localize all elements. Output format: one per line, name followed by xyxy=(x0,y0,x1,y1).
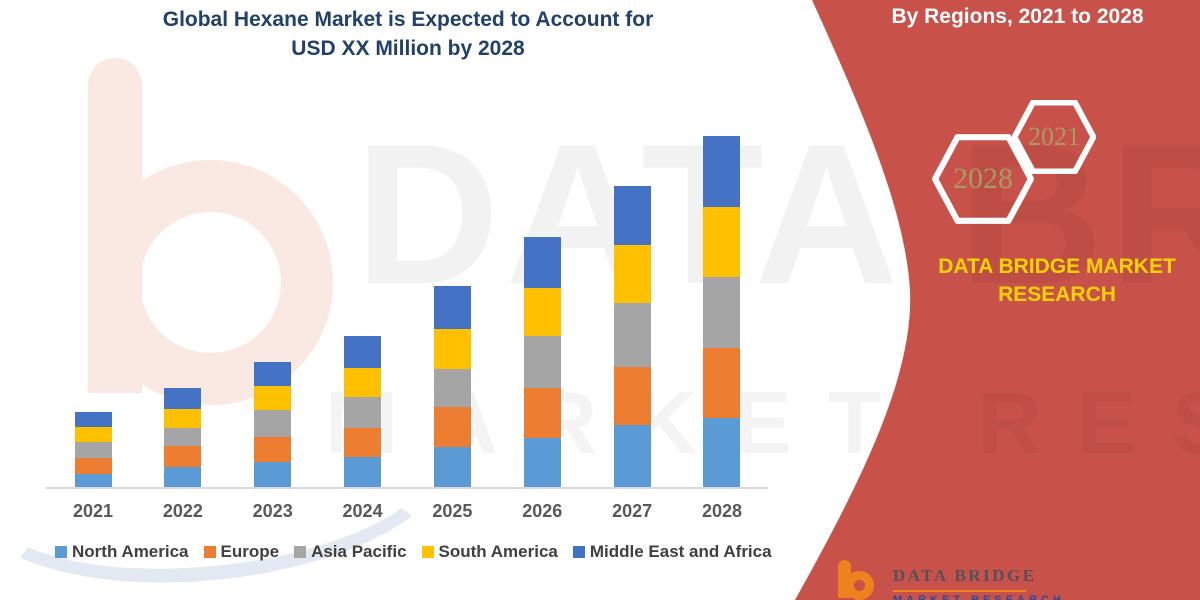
hexagon-badge-2028: 2028 xyxy=(932,134,1034,224)
legend-item-north-america: North America xyxy=(55,542,189,562)
legend-swatch-icon xyxy=(294,546,307,558)
legend-swatch-icon xyxy=(572,546,585,558)
footer-logo-subtitle: MARKET RESEARCH xyxy=(893,594,1065,600)
hexagon-outline-icon xyxy=(932,134,1034,224)
x-axis-line xyxy=(46,487,768,489)
brand-name-line2: RESEARCH xyxy=(998,283,1116,306)
ribbon-heading: By Regions, 2021 to 2028 xyxy=(891,5,1144,28)
brand-name-line1: DATA BRIDGE MARKET xyxy=(938,255,1176,278)
chart-title: Global Hexane Market is Expected to Acco… xyxy=(58,5,758,63)
legend-swatch-icon xyxy=(203,546,216,558)
legend-item-europe: Europe xyxy=(203,542,280,562)
legend-label: South America xyxy=(438,542,558,561)
chart-legend: North America Europe Asia Pacific South Ame… xyxy=(55,542,775,562)
databridge-b-icon xyxy=(825,560,891,600)
legend-swatch-icon xyxy=(421,546,434,558)
footer-logo-name: DATA BRIDGE xyxy=(893,566,1037,585)
hexagon-outline-icon xyxy=(1012,100,1096,174)
legend-label: Middle East and Africa xyxy=(589,542,772,561)
chart-title-line2: USD XX Million by 2028 xyxy=(291,37,525,60)
legend-item-asia-pacific: Asia Pacific xyxy=(294,542,407,562)
legend-swatch-icon xyxy=(55,546,67,558)
hexagon-year-2028: 2028 xyxy=(953,162,1013,195)
legend-label: Asia Pacific xyxy=(311,542,407,561)
legend-item-south-america: South America xyxy=(421,542,558,562)
chart-title-line1: Global Hexane Market is Expected to Acco… xyxy=(162,8,654,31)
brand-name: DATA BRIDGE MARKET RESEARCH xyxy=(932,253,1182,309)
footer-logo-underline xyxy=(893,590,1026,592)
legend-label: Europe xyxy=(220,542,280,561)
footer-logo: DATA BRIDGE MARKET RESEARCH xyxy=(825,558,1166,600)
hexagon-year-2021: 2021 xyxy=(1028,122,1080,151)
hexagon-badge-2021: 2021 xyxy=(1012,100,1096,174)
legend-item-middle-east-and-africa: Middle East and Africa xyxy=(572,542,772,562)
legend-label: North America xyxy=(72,542,189,561)
